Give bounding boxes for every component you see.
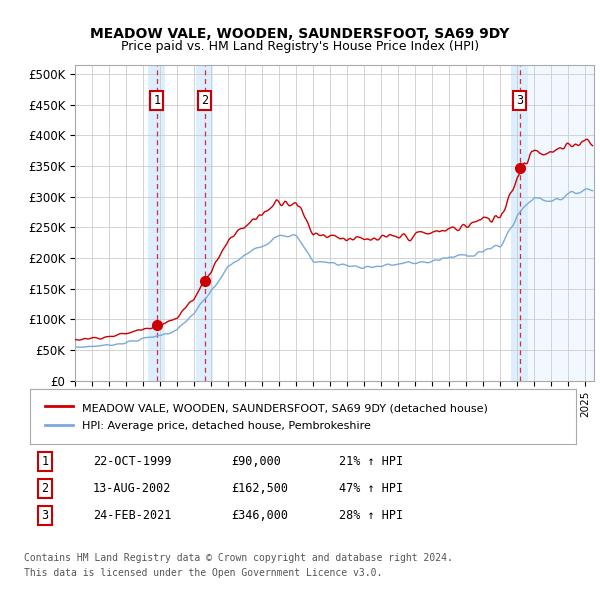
- Text: MEADOW VALE, WOODEN, SAUNDERSFOOT, SA69 9DY: MEADOW VALE, WOODEN, SAUNDERSFOOT, SA69 …: [91, 27, 509, 41]
- Text: 1: 1: [41, 455, 49, 468]
- Text: This data is licensed under the Open Government Licence v3.0.: This data is licensed under the Open Gov…: [24, 568, 382, 578]
- Text: 2: 2: [41, 482, 49, 495]
- Text: 24-FEB-2021: 24-FEB-2021: [93, 509, 172, 522]
- Text: £162,500: £162,500: [231, 482, 288, 495]
- Legend: MEADOW VALE, WOODEN, SAUNDERSFOOT, SA69 9DY (detached house), HPI: Average price: MEADOW VALE, WOODEN, SAUNDERSFOOT, SA69 …: [41, 397, 493, 436]
- Bar: [196, 65, 213, 381]
- Text: Contains HM Land Registry data © Crown copyright and database right 2024.: Contains HM Land Registry data © Crown c…: [24, 553, 453, 563]
- Text: 21% ↑ HPI: 21% ↑ HPI: [339, 455, 403, 468]
- Text: £346,000: £346,000: [231, 509, 288, 522]
- Bar: [511, 65, 529, 381]
- Text: 47% ↑ HPI: 47% ↑ HPI: [339, 482, 403, 495]
- Bar: [148, 65, 166, 381]
- Text: Price paid vs. HM Land Registry's House Price Index (HPI): Price paid vs. HM Land Registry's House …: [121, 40, 479, 53]
- Text: 28% ↑ HPI: 28% ↑ HPI: [339, 509, 403, 522]
- Text: 1: 1: [153, 94, 160, 107]
- Text: 13-AUG-2002: 13-AUG-2002: [93, 482, 172, 495]
- Text: 2: 2: [201, 94, 208, 107]
- Text: £90,000: £90,000: [231, 455, 281, 468]
- Text: 22-OCT-1999: 22-OCT-1999: [93, 455, 172, 468]
- Bar: [520, 65, 594, 381]
- Text: 3: 3: [41, 509, 49, 522]
- Text: 3: 3: [517, 94, 524, 107]
